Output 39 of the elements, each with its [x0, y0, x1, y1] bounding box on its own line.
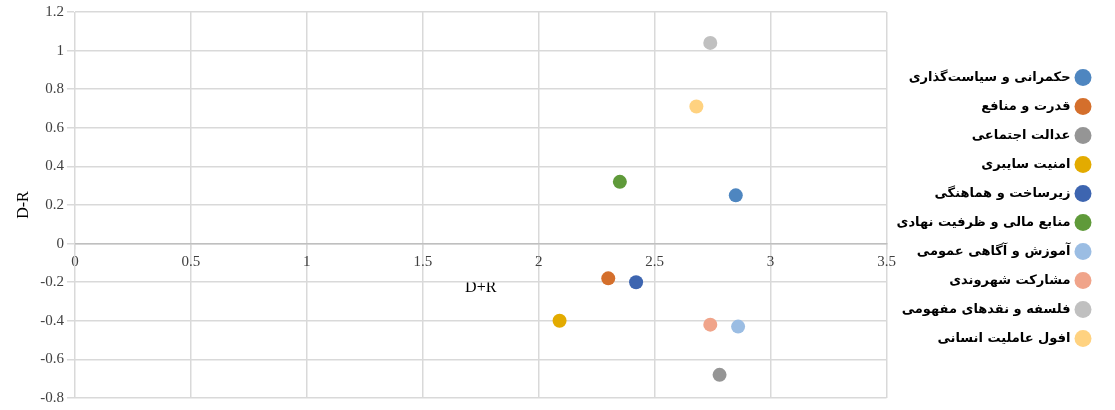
x-tick-label: 1	[303, 252, 311, 269]
x-tick-label: 3	[766, 252, 775, 269]
point	[601, 271, 616, 286]
legend-label: عدالت اجتماعی	[971, 126, 1071, 142]
point	[552, 313, 567, 328]
y-tick-label: 0.8	[45, 80, 64, 97]
point	[712, 367, 727, 382]
y-tick-label: 0	[56, 234, 64, 251]
legend-label: فلسفه و نقدهای مفهومی	[901, 300, 1071, 316]
y-tick-label: 0.4	[45, 157, 65, 174]
y-tick-label: -0.6	[40, 350, 65, 367]
legend-label: افول عاملیت انسانی	[937, 329, 1071, 345]
y-tick-label: 1	[56, 41, 64, 58]
legend-label: زیرساخت و هماهنگی	[934, 184, 1071, 200]
point	[689, 99, 704, 114]
x-tick-label: 2.5	[645, 252, 665, 269]
y-tick-label: 0.6	[45, 118, 65, 135]
legend-label: قدرت و منافع	[981, 97, 1071, 113]
x-tick-label: 1.5	[413, 252, 433, 269]
legend-label: حکمرانی و سیاست‌گذاری	[908, 68, 1071, 84]
x-tick-label: 0.5	[181, 252, 201, 269]
legend-label: مشارکت شهروندی	[949, 271, 1071, 287]
y-tick-label: 1.2	[45, 2, 64, 19]
point	[703, 35, 718, 50]
legend-label: منابع مالی و ظرفیت نهادی	[896, 213, 1071, 229]
point	[629, 275, 644, 290]
point	[612, 174, 627, 189]
point	[703, 317, 718, 332]
y-tick-label: -0.4	[40, 311, 65, 328]
point	[731, 319, 746, 334]
y-tick-label: -0.2	[40, 273, 64, 290]
y-tick-label: 0.2	[45, 195, 64, 212]
y-tick-label: -0.8	[40, 388, 64, 405]
legend-label: امنیت سایبری	[981, 155, 1071, 171]
x-tick-label: 2	[534, 252, 543, 269]
x-tick-label: 3.5	[877, 252, 896, 269]
point	[728, 188, 743, 203]
legend-label: آموزش و آگاهی عمومی	[916, 241, 1072, 258]
y-axis-title: D-R	[13, 190, 31, 219]
